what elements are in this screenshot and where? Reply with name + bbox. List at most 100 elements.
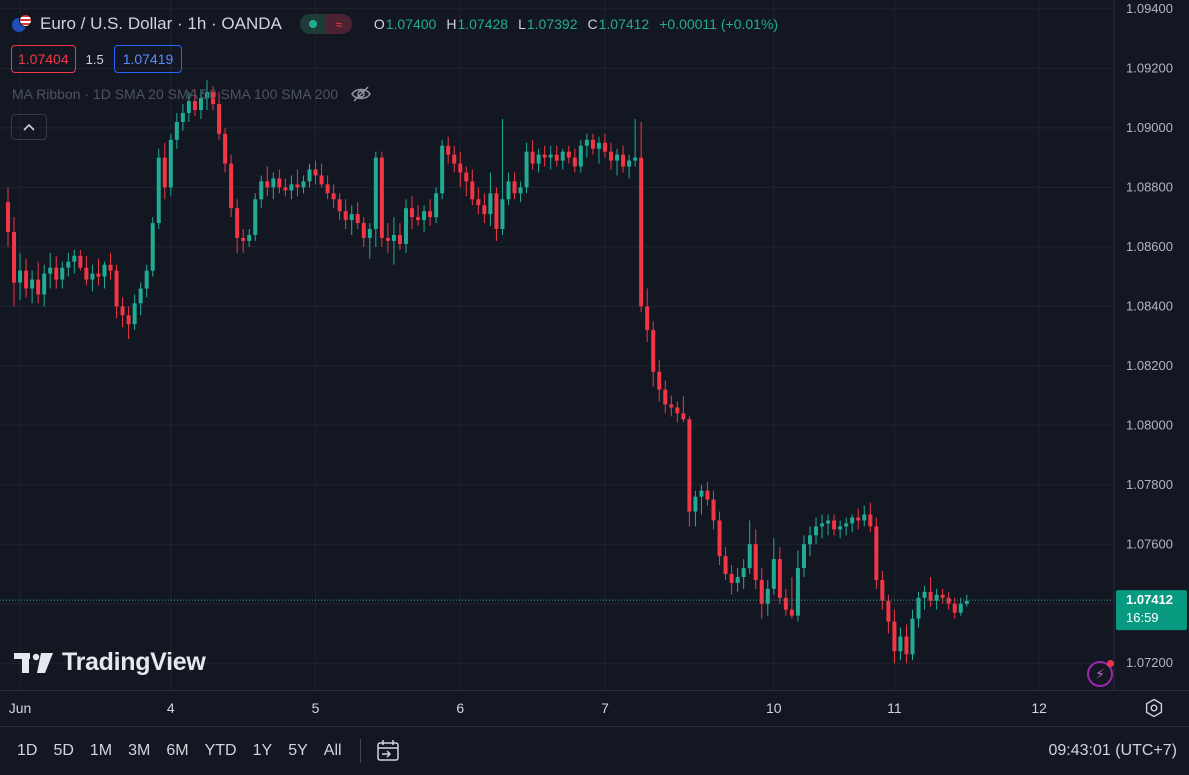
candle bbox=[174, 113, 179, 149]
candle-body bbox=[422, 211, 427, 221]
clock-timezone[interactable]: 09:43:01 (UTC+7) bbox=[1048, 742, 1177, 759]
candle bbox=[452, 145, 457, 173]
indicator-legend[interactable]: MA Ribbon · 1D SMA 20 SMA 50 SMA 100 SMA… bbox=[12, 86, 372, 102]
candle-body bbox=[506, 181, 511, 200]
candle bbox=[578, 139, 583, 173]
candle bbox=[795, 550, 800, 622]
candle-body bbox=[397, 234, 402, 244]
price-tick-label: 1.09000 bbox=[1126, 120, 1173, 135]
range-1y[interactable]: 1Y bbox=[252, 742, 273, 759]
candle-body bbox=[633, 157, 638, 161]
symbol-title[interactable]: Euro / U.S. Dollar · 1h · OANDA bbox=[40, 14, 282, 33]
candle-body bbox=[729, 574, 734, 583]
time-tick-label: 6 bbox=[456, 700, 464, 716]
price-tick-label: 1.08600 bbox=[1126, 239, 1173, 254]
toolbar-divider bbox=[359, 739, 361, 763]
range-5d[interactable]: 5D bbox=[53, 742, 74, 759]
brand-name: TradingView bbox=[62, 648, 206, 676]
candle bbox=[120, 297, 125, 328]
candle-body bbox=[596, 142, 601, 149]
candle bbox=[247, 229, 252, 247]
range-1d[interactable]: 1D bbox=[17, 742, 38, 759]
eye-off-icon[interactable] bbox=[350, 86, 372, 102]
candle-body bbox=[747, 544, 752, 569]
candle bbox=[337, 193, 342, 221]
trade-buttons: 1.07404 1.5 1.07419 bbox=[11, 45, 183, 73]
candle bbox=[259, 175, 264, 209]
time-axis[interactable]: Jun 4 5 6 7 10 11 12 bbox=[9, 700, 1047, 716]
candle-body bbox=[319, 175, 324, 185]
candle-body bbox=[687, 419, 692, 512]
range-1m[interactable]: 1M bbox=[89, 742, 113, 759]
candle bbox=[373, 151, 378, 247]
candle bbox=[705, 481, 710, 506]
candle bbox=[711, 490, 716, 530]
candle bbox=[681, 395, 686, 423]
tv-logo-icon bbox=[14, 652, 53, 673]
alerts-bolt-icon[interactable]: ⚡ bbox=[1087, 660, 1114, 687]
candle-body bbox=[410, 208, 415, 218]
candle-body bbox=[367, 229, 372, 238]
bottom-toolbar: 1D 5D 1M 3M 6M YTD 1Y 5Y All 09:43:01 (U… bbox=[0, 726, 1189, 775]
gear-icon[interactable] bbox=[1144, 698, 1164, 718]
candle-body bbox=[946, 597, 951, 604]
candle-body bbox=[880, 579, 885, 601]
candle bbox=[277, 169, 282, 194]
chevron-up-icon bbox=[23, 123, 35, 131]
market-open-icon bbox=[299, 14, 326, 34]
status-pill[interactable]: ≈ bbox=[299, 14, 352, 34]
candle-body bbox=[874, 526, 879, 580]
candle bbox=[150, 217, 155, 277]
sell-button[interactable]: 1.07404 bbox=[11, 45, 76, 73]
candle bbox=[422, 205, 427, 232]
range-ytd[interactable]: YTD bbox=[204, 742, 237, 759]
candle bbox=[295, 169, 300, 197]
candle-body bbox=[391, 234, 396, 241]
price-axis[interactable]: 1.072001.074001.076001.078001.080001.082… bbox=[1126, 1, 1173, 670]
tradingview-logo[interactable]: TradingView bbox=[14, 648, 206, 677]
candle bbox=[440, 139, 445, 200]
candle bbox=[814, 517, 819, 545]
candle-body bbox=[584, 139, 589, 146]
candle bbox=[880, 571, 885, 610]
candle bbox=[826, 514, 831, 536]
candle bbox=[910, 609, 915, 661]
candle-body bbox=[765, 588, 770, 604]
candle-body bbox=[108, 264, 113, 271]
candle bbox=[458, 151, 463, 188]
candle-body bbox=[795, 568, 800, 616]
candle bbox=[229, 154, 234, 218]
candle-body bbox=[500, 199, 505, 230]
candle-body bbox=[651, 330, 656, 372]
candle bbox=[645, 288, 650, 343]
candle-body bbox=[102, 264, 107, 277]
candle-body bbox=[615, 154, 620, 161]
candle bbox=[904, 624, 909, 664]
bar-countdown: 16:59 bbox=[1126, 610, 1159, 625]
candle bbox=[940, 588, 945, 604]
candle bbox=[530, 139, 535, 170]
collapse-legend-button[interactable] bbox=[11, 114, 47, 140]
range-5y[interactable]: 5Y bbox=[288, 742, 308, 759]
candle-body bbox=[554, 154, 559, 161]
candle-body bbox=[12, 231, 17, 283]
candle-body bbox=[204, 92, 209, 99]
candle bbox=[494, 187, 499, 241]
candle bbox=[741, 559, 746, 589]
go-to-date-calendar-icon[interactable] bbox=[375, 739, 401, 763]
candle-body bbox=[789, 609, 794, 616]
buy-button[interactable]: 1.07419 bbox=[113, 45, 183, 73]
candle bbox=[964, 594, 969, 607]
range-6m[interactable]: 6M bbox=[166, 742, 189, 759]
candle bbox=[241, 229, 246, 253]
candle bbox=[48, 252, 53, 289]
last-price-value: 1.07412 bbox=[1126, 592, 1173, 607]
candle-body bbox=[168, 139, 173, 188]
candle-body bbox=[868, 514, 873, 527]
candle bbox=[265, 166, 270, 197]
candle bbox=[952, 597, 957, 619]
range-all[interactable]: All bbox=[323, 742, 342, 759]
candle-body bbox=[717, 520, 722, 557]
range-3m[interactable]: 3M bbox=[128, 742, 151, 759]
